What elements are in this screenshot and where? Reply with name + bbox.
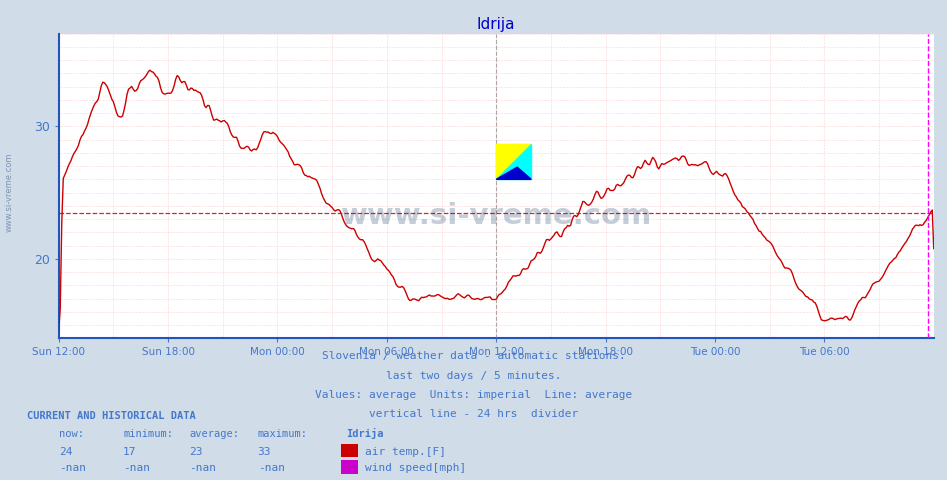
Text: 24: 24: [59, 447, 72, 457]
Text: wind speed[mph]: wind speed[mph]: [365, 463, 466, 473]
Text: www.si-vreme.com: www.si-vreme.com: [5, 152, 14, 232]
Text: www.si-vreme.com: www.si-vreme.com: [341, 203, 652, 230]
Text: last two days / 5 minutes.: last two days / 5 minutes.: [385, 371, 562, 381]
Text: 33: 33: [258, 447, 271, 457]
Text: 17: 17: [123, 447, 136, 457]
Text: CURRENT AND HISTORICAL DATA: CURRENT AND HISTORICAL DATA: [27, 410, 195, 420]
Text: air temp.[F]: air temp.[F]: [365, 447, 446, 457]
Text: -nan: -nan: [189, 463, 217, 473]
Text: 23: 23: [189, 447, 203, 457]
Text: maximum:: maximum:: [258, 429, 308, 439]
Polygon shape: [496, 144, 531, 180]
Text: -nan: -nan: [258, 463, 285, 473]
Text: now:: now:: [59, 429, 83, 439]
Text: Values: average  Units: imperial  Line: average: Values: average Units: imperial Line: av…: [314, 390, 633, 400]
Text: Idrija: Idrija: [346, 428, 384, 439]
Text: -nan: -nan: [123, 463, 151, 473]
Text: average:: average:: [189, 429, 240, 439]
Text: -nan: -nan: [59, 463, 86, 473]
Text: Slovenia / weather data - automatic stations.: Slovenia / weather data - automatic stat…: [322, 351, 625, 361]
Text: vertical line - 24 hrs  divider: vertical line - 24 hrs divider: [369, 409, 578, 419]
Polygon shape: [496, 144, 531, 180]
Text: minimum:: minimum:: [123, 429, 173, 439]
Polygon shape: [496, 167, 531, 180]
Title: Idrija: Idrija: [477, 17, 515, 33]
